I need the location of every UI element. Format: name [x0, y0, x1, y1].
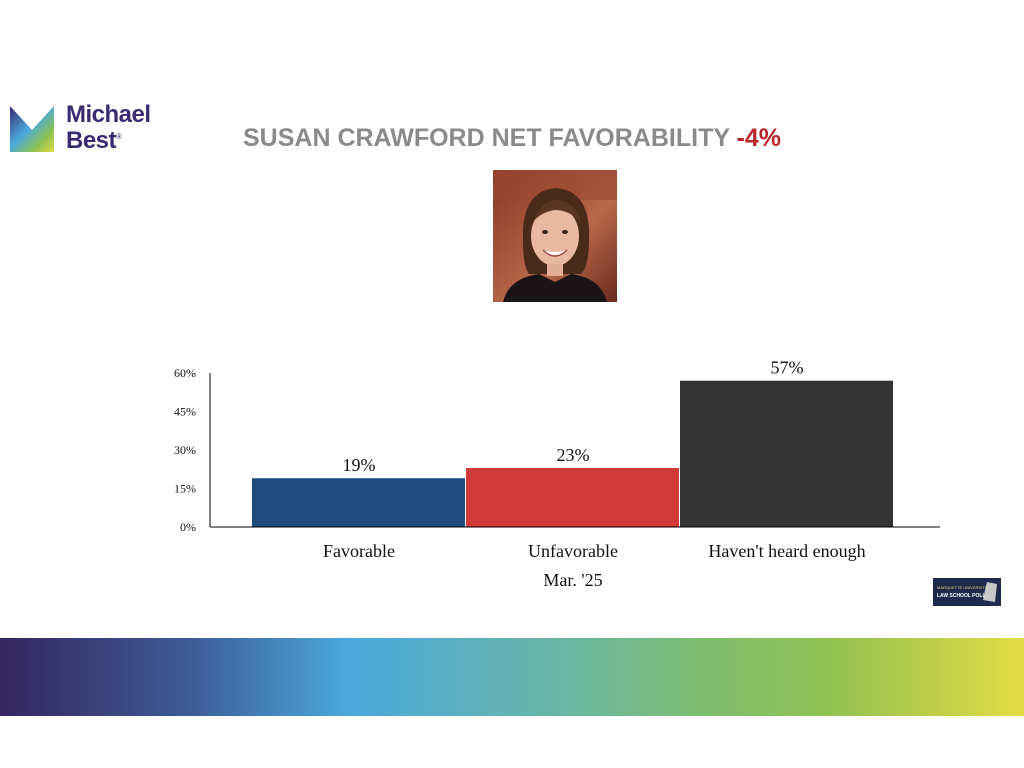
y-tick-label: 15%	[174, 482, 196, 496]
x-axis-title: Mar. '25	[543, 570, 602, 590]
badge-line2: LAW SCHOOL POLL	[937, 593, 986, 599]
logo-mark-icon	[10, 106, 54, 152]
bar-value-label: 57%	[771, 358, 804, 378]
y-tick-label: 30%	[174, 443, 196, 457]
logo-text-line1: Michael	[66, 101, 151, 128]
net-favorability-value: -4%	[736, 124, 781, 152]
portrait-photo	[493, 170, 617, 302]
marquette-law-school-poll-logo: MARQUETTE UNIVERSITY LAW SCHOOL POLL	[933, 578, 1001, 606]
bar	[680, 380, 893, 527]
michael-best-logo: Michael Best®	[10, 101, 170, 154]
registered-mark: ®	[116, 132, 122, 141]
bar-chart: 0% 15% 30% 45% 60% 19% 23% 57% Favorable Unfavo…	[174, 358, 940, 590]
brand-gradient-band	[0, 638, 1024, 716]
page-title: SUSAN CRAWFORD NET FAVORABILITY -4%	[0, 124, 1024, 153]
x-tick-label: Favorable	[323, 541, 395, 561]
y-tick-label: 60%	[174, 366, 196, 380]
bar-value-label: 19%	[343, 455, 376, 475]
x-tick-label: Unfavorable	[528, 541, 618, 561]
bar	[466, 467, 679, 527]
bar	[252, 478, 465, 527]
y-tick-label: 45%	[174, 405, 196, 419]
y-tick-label: 0%	[180, 520, 196, 534]
badge-line1: MARQUETTE UNIVERSITY	[937, 585, 988, 590]
title-text: SUSAN CRAWFORD NET FAVORABILITY	[242, 124, 730, 152]
bar-value-label: 23%	[557, 445, 590, 465]
logo-text-line2: Best®	[66, 127, 122, 154]
x-tick-label: Haven't heard enough	[708, 541, 865, 561]
